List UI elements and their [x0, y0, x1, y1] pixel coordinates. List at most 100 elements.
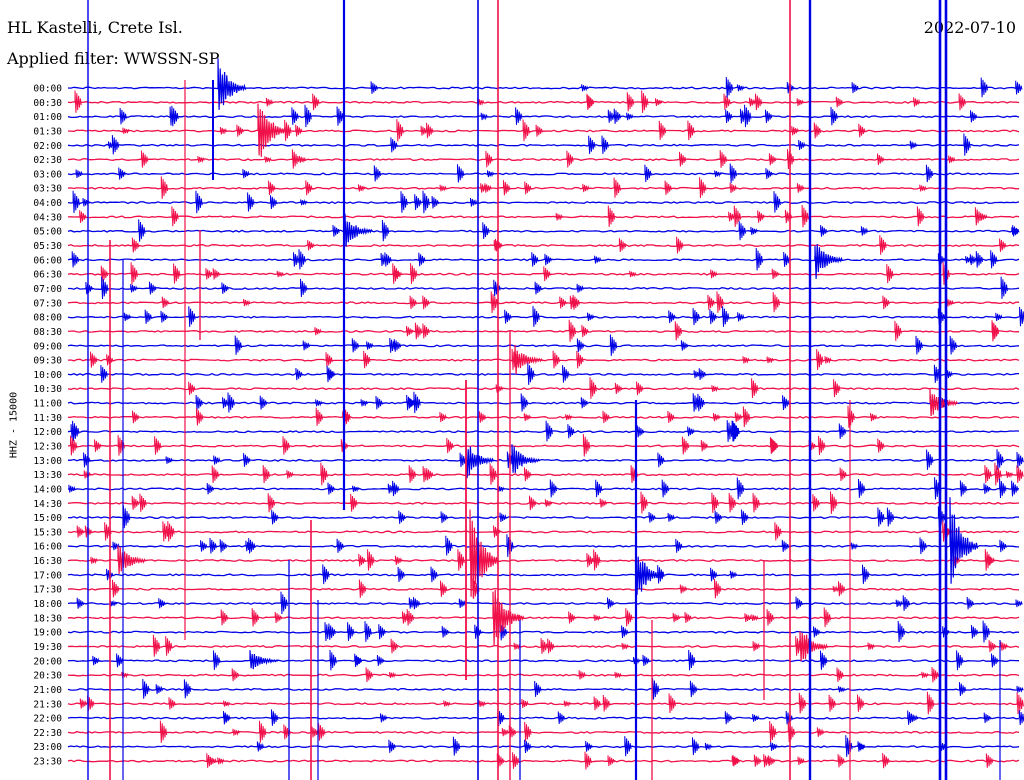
event-burst	[478, 700, 486, 708]
event-burst	[692, 393, 700, 412]
event-burst	[130, 283, 138, 293]
time-label: 04:00	[33, 198, 62, 209]
event-burst	[621, 625, 629, 639]
event-burst	[493, 525, 501, 538]
event-burst	[744, 613, 752, 622]
event-burst	[165, 636, 173, 656]
event-burst	[714, 170, 722, 178]
trace-line	[67, 415, 1020, 419]
event-burst	[336, 106, 344, 126]
trace-line	[67, 702, 1020, 706]
event-burst	[798, 139, 806, 150]
event-burst	[607, 755, 615, 767]
event-burst	[534, 281, 542, 295]
event-burst	[687, 426, 695, 437]
event-burst	[188, 381, 196, 396]
event-burst	[999, 478, 1007, 499]
trace-line	[67, 759, 1020, 763]
event-burst	[351, 338, 360, 353]
event-burst	[835, 96, 844, 108]
event-burst	[983, 483, 991, 494]
event-burst	[737, 312, 745, 322]
trace-line	[67, 201, 1020, 205]
event-burst	[524, 181, 532, 195]
event-burst	[108, 141, 116, 149]
event-burst	[358, 184, 366, 192]
event-burst	[168, 697, 176, 710]
event-burst	[796, 98, 804, 106]
event-burst	[921, 671, 929, 679]
time-label: 13:00	[33, 456, 62, 467]
event-burst	[384, 252, 392, 267]
event-burst	[722, 306, 730, 327]
time-label: 14:30	[33, 499, 62, 510]
event-burst	[514, 344, 544, 375]
event-burst	[783, 251, 791, 267]
trace-line	[67, 573, 1020, 577]
event-burst	[90, 556, 98, 565]
event-burst	[1019, 306, 1024, 327]
event-burst	[547, 638, 555, 654]
event-burst	[457, 164, 465, 183]
event-burst	[478, 411, 487, 423]
event-burst	[838, 423, 847, 439]
event-burst	[209, 537, 217, 554]
event-burst	[585, 741, 593, 752]
event-burst	[141, 150, 149, 168]
event-burst	[243, 298, 251, 307]
event-burst	[439, 184, 447, 192]
event-burst	[594, 255, 602, 264]
event-burst	[916, 206, 925, 227]
event-burst	[877, 153, 885, 165]
time-labels: 00:00 00:30 01:00 01:30 02:00 02:30 03:00 03:30…	[33, 84, 62, 768]
time-label: 11:30	[33, 413, 62, 424]
event-burst	[719, 150, 727, 168]
trace-line	[67, 315, 1020, 319]
trace-line	[67, 158, 1020, 162]
event-burst	[850, 542, 859, 550]
event-burst	[311, 726, 319, 738]
event-burst	[768, 153, 777, 166]
event-burst	[393, 339, 402, 352]
event-burst	[991, 322, 1000, 340]
event-burst	[155, 684, 163, 695]
trace-line	[67, 745, 1020, 749]
trace-line	[67, 229, 1020, 233]
event-burst	[209, 756, 217, 765]
event-burst	[398, 510, 406, 524]
event-burst	[692, 737, 700, 756]
event-burst	[1018, 710, 1024, 726]
time-label: 16:00	[33, 542, 62, 553]
station-title: HL Kastelli, Crete Isl.	[7, 18, 183, 37]
event-burst	[100, 365, 108, 383]
event-burst	[813, 626, 821, 638]
event-burst	[485, 150, 493, 168]
event-burst	[595, 479, 603, 498]
event-burst	[458, 598, 467, 608]
event-burst	[581, 324, 589, 338]
event-burst	[684, 612, 692, 623]
event-burst	[305, 180, 313, 196]
event-burst	[886, 507, 895, 527]
event-burst	[375, 395, 383, 410]
event-burst	[470, 197, 478, 207]
time-label: 01:30	[33, 126, 62, 137]
event-burst	[798, 692, 807, 714]
trace-line	[67, 473, 1020, 477]
event-burst	[410, 263, 418, 284]
event-burst	[315, 407, 323, 426]
event-burst	[833, 379, 841, 398]
event-burst	[173, 263, 181, 284]
event-burst	[390, 638, 398, 654]
event-burst	[723, 93, 731, 110]
trace-line	[67, 516, 1020, 520]
event-burst	[587, 312, 595, 322]
event-burst	[593, 696, 601, 711]
event-burst	[563, 700, 572, 707]
event-burst	[582, 183, 590, 193]
event-burst	[765, 109, 773, 123]
event-burst	[501, 728, 510, 737]
event-burst	[400, 191, 408, 213]
event-burst	[625, 608, 633, 627]
event-burst	[959, 480, 968, 497]
